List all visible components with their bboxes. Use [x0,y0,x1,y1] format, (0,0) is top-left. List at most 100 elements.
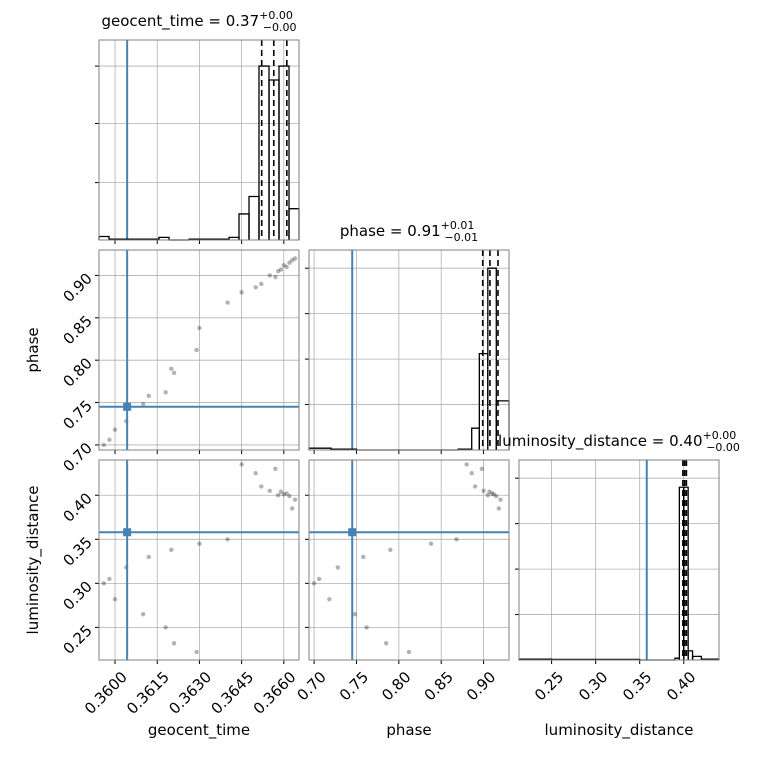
sample-point [388,547,393,553]
title-lower: −0.00 [706,441,740,454]
sample-point [197,325,202,331]
sample-point [428,541,434,546]
sample-point [101,581,106,586]
sample-point [278,489,284,494]
panel-frame [308,459,510,661]
sample-point [163,390,168,395]
sample-point [275,493,281,498]
sample-point [487,489,492,494]
y-tick-label: 0.80 [59,354,95,390]
sample-point [292,256,298,261]
title-upper: +0.00 [703,429,737,442]
sample-point [194,347,199,353]
hist-bar [288,208,300,240]
sample-point [498,497,503,502]
sample-point [292,497,298,502]
title-lower: −0.01 [444,231,478,244]
sample-point [290,506,295,511]
sample-point [197,541,202,546]
hist-bar [158,236,170,240]
hist-bar [98,235,110,240]
y-tick-label: 0.85 [59,312,95,348]
sample-point [406,649,412,655]
title-upper: +0.01 [441,219,475,232]
sample-point [287,260,292,265]
title-lower: −0.00 [263,21,297,34]
y-tick-label: 0.90 [59,270,95,306]
x-axis-label: phase [386,721,431,739]
x-tick-label: 0.75 [336,668,372,704]
sample-point [140,611,146,617]
sample-point [491,492,496,497]
sample-point [275,268,281,274]
y-axis-label: luminosity_distance [24,486,43,635]
x-tick-label: 0.85 [421,668,457,704]
sample-point [259,281,264,287]
sample-point [485,493,491,498]
hist-bar [487,267,497,450]
sample-point [169,547,174,553]
x-tick-label: 0.30 [575,668,611,704]
y-tick-label: 0.35 [59,533,95,569]
x-tick-label: 0.35 [619,668,655,704]
sample-point [112,427,118,432]
panel-title: geocent_time = 0.37+0.00 −0.00 [101,9,296,34]
sample-point [267,488,272,494]
hist-bar [471,427,480,450]
sample-point [281,492,287,497]
sample-point [107,437,112,443]
sample-point [259,484,264,489]
panel-frame [518,459,720,661]
sample-point [101,442,106,448]
panel-title: luminosity_distance = 0.40+0.00 −0.00 [498,429,740,454]
x-tick-label: 0.3615 [123,668,173,718]
sample-point [273,274,278,280]
sample-point [287,493,292,499]
y-axis-label: phase [24,327,42,372]
hist-bar [687,650,694,660]
sample-point [225,300,230,305]
sample-point [284,491,289,496]
sample-point [171,370,177,376]
sample-point [327,597,332,602]
sample-point [140,402,146,407]
sample-point [169,366,174,371]
hist-bar [683,486,689,660]
panel: phase = 0.91+0.01 −0.01 [305,219,510,454]
x-tick-label: 0.70 [293,668,329,704]
panel: 0.25 0.30 0.35 0.40 luminosity_distance = 0.… [498,429,740,740]
truth-marker [348,528,357,537]
sample-point [107,576,112,582]
y-tick-label: 0.75 [59,397,95,433]
hist-bar [238,213,250,240]
sample-point [112,597,118,602]
sample-point [194,649,199,655]
sample-point [273,466,278,472]
sample-point [479,466,485,472]
sample-point [472,484,478,489]
sample-point [239,290,244,295]
sample-point [146,393,151,398]
sample-point [352,611,357,617]
panel-frame [98,39,300,241]
y-tick-label: 0.70 [59,439,95,475]
x-tick-label: 0.90 [463,668,499,704]
sample-point [316,576,322,582]
x-tick-label: 0.3660 [250,668,300,718]
x-tick-label: 0.80 [378,668,414,704]
sample-point [364,625,369,630]
sample-point [383,641,389,646]
title-text: luminosity_distance = 0.40 [498,432,702,451]
x-tick-label: 0.3600 [81,668,131,718]
x-tick-label: 0.3645 [208,668,258,718]
sample-point [253,471,258,476]
truth-marker [123,528,132,537]
panel-frame [98,459,300,661]
y-tick-label: 0.30 [59,577,95,613]
sample-point [146,554,151,560]
sample-point [225,537,230,542]
sample-point [253,285,258,290]
x-axis-label: luminosity_distance [545,721,694,740]
